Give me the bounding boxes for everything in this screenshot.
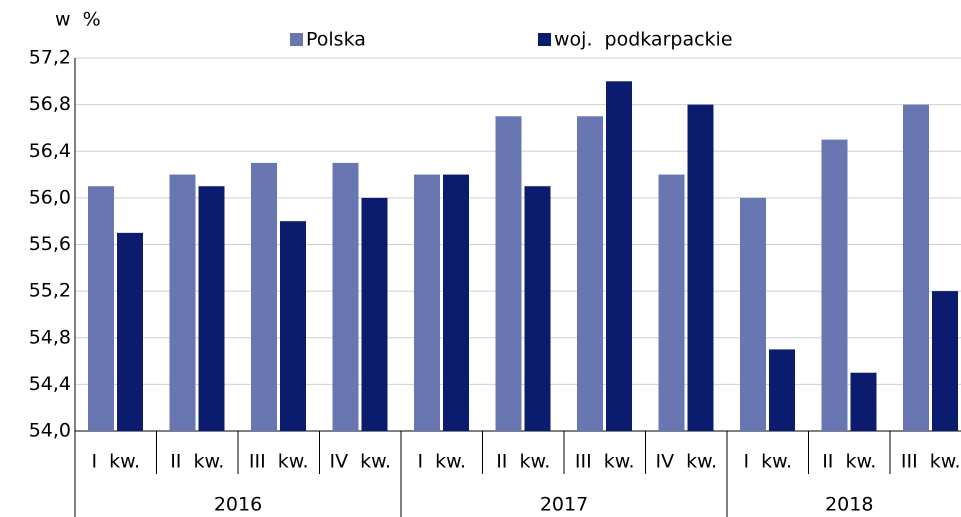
bar xyxy=(740,197,766,431)
bar xyxy=(495,116,522,431)
bar xyxy=(932,291,958,431)
x-tick-label: II kw. xyxy=(496,451,550,473)
x-tick-label: IV kw. xyxy=(330,451,391,473)
bar xyxy=(606,81,632,431)
x-tick-label: II kw. xyxy=(822,451,876,473)
bar xyxy=(361,197,388,431)
bar xyxy=(169,174,196,431)
legend-swatch xyxy=(290,33,303,46)
bar xyxy=(821,139,848,431)
bar xyxy=(443,174,469,431)
x-tick-label: I kw. xyxy=(744,451,792,473)
y-tick-label: 54,8 xyxy=(29,326,71,348)
bar xyxy=(414,174,440,431)
x-tick-label: IV kw. xyxy=(656,451,717,473)
bar xyxy=(577,116,603,431)
legend-label: woj. podkarpackie xyxy=(554,29,733,51)
bar xyxy=(117,232,143,431)
x-tick-label: III kw. xyxy=(249,451,309,473)
x-tick-label: I kw. xyxy=(92,451,140,473)
bar xyxy=(903,104,929,431)
x-tick-label: III kw. xyxy=(901,451,961,473)
y-axis-label: w % xyxy=(55,9,101,31)
y-tick-label: 56,8 xyxy=(29,93,71,115)
legend-label: Polska xyxy=(306,29,366,51)
bar xyxy=(88,186,114,431)
bar xyxy=(769,349,795,431)
bar xyxy=(850,372,877,431)
bar xyxy=(251,162,277,431)
x-tick-label: III kw. xyxy=(575,451,635,473)
y-tick-label: 56,4 xyxy=(29,140,71,162)
y-tick-label: 55,2 xyxy=(29,280,71,302)
y-tick-label: 55,6 xyxy=(29,233,71,255)
bar xyxy=(658,174,685,431)
legend-swatch xyxy=(538,33,551,46)
group-label: 2016 xyxy=(214,494,262,516)
y-tick-label: 54,4 xyxy=(29,373,71,395)
group-label: 2018 xyxy=(825,494,873,516)
group-label: 2017 xyxy=(540,494,588,516)
bar xyxy=(198,186,225,431)
x-tick-label: I kw. xyxy=(418,451,466,473)
y-tick-label: 54,0 xyxy=(29,420,71,442)
y-tick-label: 56,0 xyxy=(29,186,71,208)
x-tick-label: II kw. xyxy=(170,451,224,473)
y-tick-label: 57,2 xyxy=(29,47,71,69)
bar xyxy=(687,104,714,431)
bar xyxy=(332,162,359,431)
bar xyxy=(280,221,306,431)
bar xyxy=(524,186,551,431)
